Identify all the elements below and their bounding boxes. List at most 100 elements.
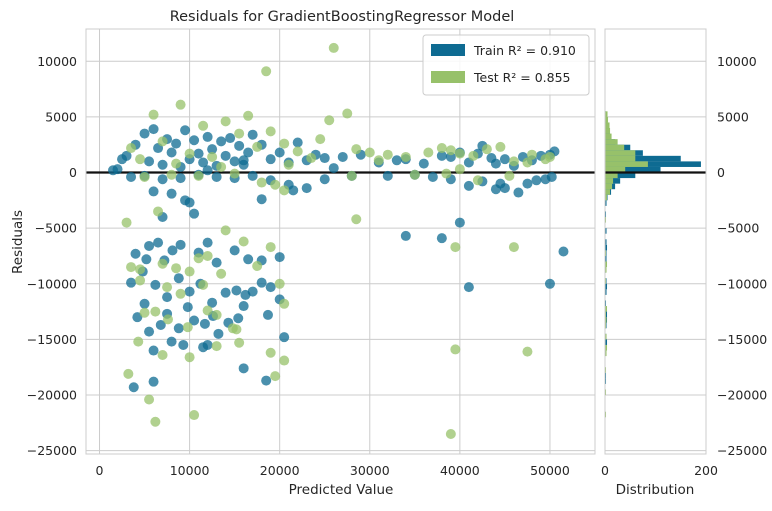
test-point <box>265 126 276 137</box>
y-tick-label: 5000 <box>45 109 77 124</box>
train-point <box>180 125 191 136</box>
y-tick-label: 10000 <box>37 54 77 69</box>
train-point <box>238 301 249 312</box>
test-hist-bar <box>605 317 607 323</box>
test-point <box>508 242 519 253</box>
train-hist-bar <box>605 378 607 384</box>
distribution-y-tick-label: −10000 <box>717 276 767 291</box>
test-point <box>238 236 249 247</box>
test-point <box>193 253 204 264</box>
main-plot-area <box>86 29 595 454</box>
train-point <box>130 248 141 259</box>
test-point <box>252 141 263 152</box>
test-hist-bar <box>605 183 613 190</box>
test-point <box>162 314 173 325</box>
y-tick-label: −10000 <box>27 276 77 291</box>
train-point <box>198 157 209 168</box>
train-hist-bar <box>605 155 681 162</box>
train-point <box>175 173 186 184</box>
train-point <box>171 138 182 149</box>
test-point <box>351 214 362 225</box>
train-point <box>243 147 254 158</box>
test-point <box>157 258 168 269</box>
train-point <box>279 332 290 343</box>
train-point <box>292 137 303 148</box>
test-point <box>508 156 519 167</box>
train-point <box>207 297 218 308</box>
train-point <box>229 156 240 167</box>
test-point <box>166 169 177 180</box>
test-point <box>450 344 461 355</box>
distribution-y-tick-label: −5000 <box>717 221 759 236</box>
test-hist-bar <box>605 144 625 151</box>
test-point <box>184 352 195 363</box>
x-tick-label: 20000 <box>260 463 300 478</box>
test-point <box>472 175 483 186</box>
train-point <box>265 154 276 165</box>
train-point <box>150 279 161 290</box>
train-hist-bar <box>605 166 661 173</box>
train-point <box>189 135 200 146</box>
train-point <box>155 319 166 330</box>
train-point <box>184 197 195 208</box>
test-point <box>279 138 290 149</box>
test-point <box>184 266 195 277</box>
test-hist-bar <box>605 344 608 351</box>
train-point <box>189 208 200 219</box>
train-hist-bar <box>605 228 607 234</box>
test-point <box>243 110 254 121</box>
test-point <box>202 250 213 261</box>
train-point <box>213 328 224 339</box>
test-point <box>382 149 393 160</box>
train-point <box>229 245 240 256</box>
train-hist-bar <box>605 255 607 262</box>
train-point <box>238 155 249 166</box>
train-hist-bar <box>605 339 608 345</box>
test-point <box>150 416 161 427</box>
train-point <box>148 345 159 356</box>
train-point <box>173 273 184 284</box>
test-point <box>346 170 357 181</box>
test-point <box>133 336 144 347</box>
train-point <box>544 278 555 289</box>
train-point <box>262 309 273 320</box>
train-point <box>216 136 227 147</box>
train-point <box>139 128 150 139</box>
train-point <box>108 165 119 176</box>
distribution-y-tick-label: 0 <box>717 165 725 180</box>
test-hist-bar <box>605 411 607 418</box>
test-hist-bar <box>605 306 608 312</box>
test-point <box>445 145 456 156</box>
train-point <box>231 285 242 296</box>
test-point <box>265 347 276 358</box>
test-point <box>481 144 492 155</box>
test-hist-bar <box>605 122 610 129</box>
test-point <box>126 143 137 154</box>
test-point <box>184 148 195 159</box>
train-point <box>238 363 249 374</box>
test-point <box>373 155 384 166</box>
y-axis-label: Residuals <box>10 210 26 274</box>
train-point <box>274 147 285 158</box>
test-point <box>135 275 146 286</box>
train-point <box>202 339 213 350</box>
scatter-points <box>108 42 569 439</box>
test-point <box>252 260 263 271</box>
train-point <box>166 336 177 347</box>
train-point <box>288 185 299 196</box>
test-point <box>234 128 245 139</box>
test-point <box>270 371 281 382</box>
legend: Train R² = 0.910 Test R² = 0.855 <box>422 34 590 96</box>
legend-train-swatch <box>431 44 465 56</box>
test-point <box>171 158 182 169</box>
train-point <box>189 315 200 326</box>
train-point <box>173 323 184 334</box>
test-hist-bar <box>605 166 626 173</box>
y-tick-label: −5000 <box>35 221 77 236</box>
train-point <box>436 233 447 244</box>
train-point <box>274 252 285 263</box>
test-point <box>229 168 240 179</box>
test-point <box>526 149 537 160</box>
test-point <box>126 262 137 273</box>
train-point <box>301 183 312 194</box>
